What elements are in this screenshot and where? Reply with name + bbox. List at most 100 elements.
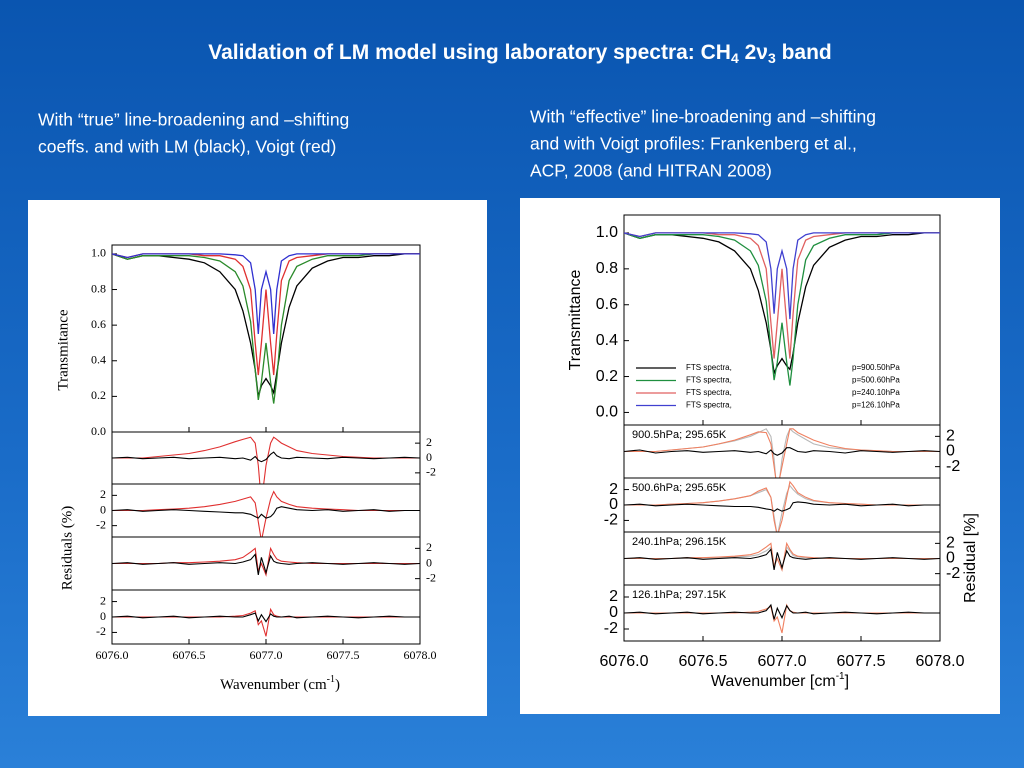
- caption-line: With “true” line-broadening and –shiftin…: [38, 110, 349, 130]
- panel-annotation: 126.1hPa; 297.15K: [632, 589, 727, 601]
- y-tick-label: 1.0: [596, 224, 618, 241]
- title-part: band: [776, 41, 832, 64]
- legend-label: FTS spectra,: [686, 363, 732, 372]
- residual-line: [112, 506, 420, 519]
- y-tick-label: 2: [946, 535, 955, 552]
- y-tick-label: 0.2: [91, 388, 106, 402]
- caption-line: With “effective” line-broadening and –sh…: [530, 107, 876, 127]
- y-tick-label: -2: [426, 465, 436, 479]
- spectrum-line: [112, 253, 420, 335]
- residual-line: [624, 548, 940, 570]
- panel-annotation: 500.6hPa; 295.65K: [632, 482, 727, 494]
- y-tick-label: 0: [946, 443, 955, 460]
- y-tick-label: 2: [609, 481, 618, 498]
- residual-axis-title: Residuals (%): [59, 506, 75, 591]
- residual-line: [112, 451, 420, 463]
- y-tick-label: -2: [426, 570, 436, 584]
- y-tick-label: 0: [609, 604, 618, 621]
- y-tick-label: 0: [426, 450, 432, 464]
- panel-annotation: 900.5hPa; 295.65K: [632, 429, 727, 441]
- y-tick-label: 0.8: [91, 281, 106, 295]
- y-tick-label: 2: [100, 487, 106, 501]
- y-tick-label: 0.6: [91, 317, 106, 331]
- x-title-part: Wavenumber [cm: [711, 673, 836, 690]
- x-tick-label: 6076.0: [96, 648, 129, 662]
- spectrum-line: [112, 253, 420, 397]
- x-tick-label: 6078.0: [916, 653, 965, 670]
- x-title-sup: -1: [836, 671, 845, 682]
- panel-annotation: 240.1hPa; 296.15K: [632, 536, 727, 548]
- y-tick-label: 0.2: [596, 368, 618, 385]
- spectrum-line: [112, 253, 420, 404]
- y-tick-label: 0: [426, 555, 432, 569]
- y-tick-label: 1.0: [91, 246, 106, 260]
- y-tick-label: 0.4: [91, 353, 106, 367]
- x-tick-label: 6078.0: [404, 648, 437, 662]
- y-tick-label: -2: [96, 517, 106, 531]
- title-sub: 3: [768, 50, 776, 66]
- legend-label: p=240.10hPa: [852, 388, 900, 397]
- y-tick-label: 0.0: [91, 424, 106, 438]
- title-part: Validation of LM model using laboratory …: [208, 41, 731, 64]
- x-tick-label: 6077.5: [837, 653, 886, 670]
- y-tick-label: 2: [609, 588, 618, 605]
- y-tick-label: 0.4: [596, 332, 618, 349]
- legend-label: p=500.60hPa: [852, 376, 900, 385]
- y-tick-label: 2: [426, 435, 432, 449]
- legend-label: p=900.50hPa: [852, 363, 900, 372]
- y-tick-label: -2: [96, 624, 106, 638]
- residual-line: [624, 428, 940, 478]
- residual-line: [112, 612, 420, 623]
- x-title-part: ]: [845, 673, 849, 690]
- y-tick-label: 0: [100, 609, 106, 623]
- y-tick-label: -2: [604, 512, 618, 529]
- caption-line: ACP, 2008 (and HITRAN 2008): [530, 161, 772, 181]
- y-tick-label: 0: [609, 496, 618, 513]
- y-tick-label: -2: [946, 565, 960, 582]
- x-tick-label: 6076.0: [600, 653, 649, 670]
- residual-line: [624, 501, 940, 512]
- spectrum-line: [624, 232, 940, 376]
- x-axis-title: Wavenumber (cm-1): [220, 674, 340, 693]
- y-tick-label: 0: [100, 502, 106, 516]
- x-tick-label: 6077.0: [758, 653, 807, 670]
- residual-line: [112, 553, 420, 575]
- y-tick-label: 2: [426, 540, 432, 554]
- spectrum-line: [624, 232, 940, 320]
- legend-label: p=126.10hPa: [852, 401, 900, 410]
- legend-label: FTS spectra,: [686, 388, 732, 397]
- y-tick-label: 0: [946, 550, 955, 567]
- x-title-sup: -1: [327, 674, 335, 685]
- x-tick-label: 6076.5: [173, 648, 206, 662]
- y-tick-label: 0.8: [596, 260, 618, 277]
- x-title-part: Wavenumber (cm: [220, 677, 327, 693]
- y-tick-label: -2: [604, 620, 618, 637]
- x-title-part: ): [335, 677, 340, 693]
- title-part: 2ν: [739, 41, 768, 64]
- y-axis-title: Transmittance: [567, 270, 584, 371]
- y-tick-label: -2: [946, 458, 960, 475]
- slide-title: Validation of LM model using laboratory …: [208, 41, 832, 66]
- y-tick-label: 2: [946, 428, 955, 445]
- y-tick-label: 0.0: [596, 404, 618, 421]
- legend-label: FTS spectra,: [686, 376, 732, 385]
- title-sub: 4: [731, 50, 739, 66]
- legend-label: FTS spectra,: [686, 401, 732, 410]
- caption-line: and with Voigt profiles: Frankenberg et …: [530, 134, 857, 154]
- x-tick-label: 6077.0: [250, 648, 283, 662]
- y-axis-title: Transmitance: [55, 309, 71, 390]
- residual-axis-title: Residual [%]: [962, 513, 979, 603]
- residual-line: [624, 447, 940, 456]
- spectrum-line: [624, 232, 940, 386]
- x-tick-label: 6076.5: [679, 653, 728, 670]
- caption-line: coeffs. and with LM (black), Voigt (red): [38, 137, 336, 157]
- x-tick-label: 6077.5: [327, 648, 360, 662]
- residual-line: [624, 603, 940, 620]
- residual-line: [112, 436, 420, 484]
- x-axis-title: Wavenumber [cm-1]: [711, 671, 849, 691]
- residual-line: [624, 480, 940, 532]
- y-tick-label: 0.6: [596, 296, 618, 313]
- figure-panel: [520, 198, 1000, 714]
